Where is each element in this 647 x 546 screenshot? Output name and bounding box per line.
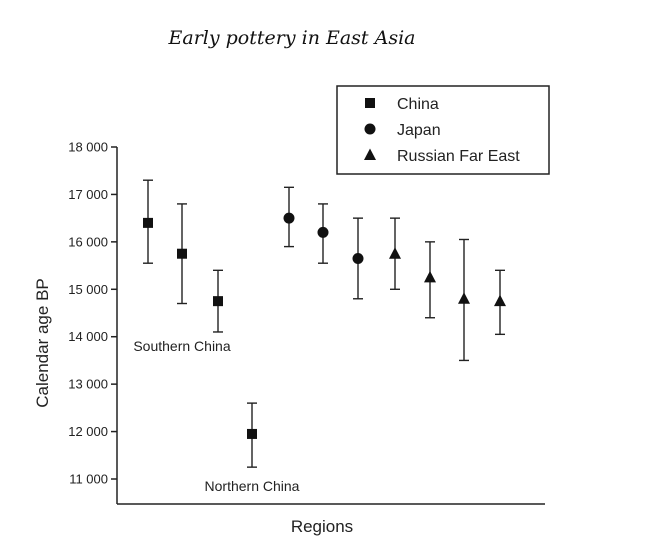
data-point bbox=[247, 428, 257, 439]
legend-marker bbox=[365, 98, 375, 108]
y-tick-label: 14 000 bbox=[68, 329, 108, 344]
annotation-label: Southern China bbox=[133, 338, 231, 354]
annotations: Southern China Northern China bbox=[133, 338, 299, 494]
legend-label: Russian Far East bbox=[397, 148, 520, 165]
x-axis-label: Regions bbox=[291, 517, 353, 536]
y-tick-label: 17 000 bbox=[68, 187, 108, 202]
y-tick-label: 16 000 bbox=[68, 234, 108, 249]
y-axis: 11 000 12 000 13 000 14 000 15 000 16 000 17 0… bbox=[68, 140, 118, 504]
data-point bbox=[458, 292, 470, 304]
annotation-label: Northern China bbox=[205, 478, 300, 494]
series-japan bbox=[283, 186, 364, 300]
y-tick-label: 12 000 bbox=[68, 424, 108, 439]
data-point bbox=[143, 217, 153, 228]
data-point bbox=[213, 296, 223, 307]
y-axis-label: Calendar age BP bbox=[33, 278, 52, 407]
data-point bbox=[389, 247, 401, 259]
legend-item: Russian Far East bbox=[364, 148, 520, 165]
legend-marker bbox=[364, 123, 376, 135]
y-tick-label: 13 000 bbox=[68, 377, 108, 392]
data-marks bbox=[143, 179, 506, 468]
legend-marker bbox=[364, 148, 376, 160]
legend-label: China bbox=[397, 96, 439, 113]
chart-title: Early pottery in East Asia bbox=[168, 27, 416, 49]
series-russian-far-east bbox=[389, 217, 506, 362]
legend-item: Japan bbox=[364, 122, 441, 139]
data-point bbox=[352, 252, 364, 264]
data-point bbox=[424, 270, 436, 283]
data-point bbox=[494, 294, 506, 307]
legend-label: Japan bbox=[397, 122, 441, 139]
data-point bbox=[317, 226, 329, 238]
data-point bbox=[283, 212, 295, 224]
legend: China Japan Russian Far East bbox=[336, 85, 550, 175]
series-china bbox=[143, 179, 257, 468]
y-tick-label: 15 000 bbox=[68, 282, 108, 297]
legend-item: China bbox=[365, 96, 439, 113]
y-tick-label: 11 000 bbox=[69, 472, 108, 487]
y-tick-label: 18 000 bbox=[68, 140, 108, 155]
data-point bbox=[177, 248, 187, 259]
